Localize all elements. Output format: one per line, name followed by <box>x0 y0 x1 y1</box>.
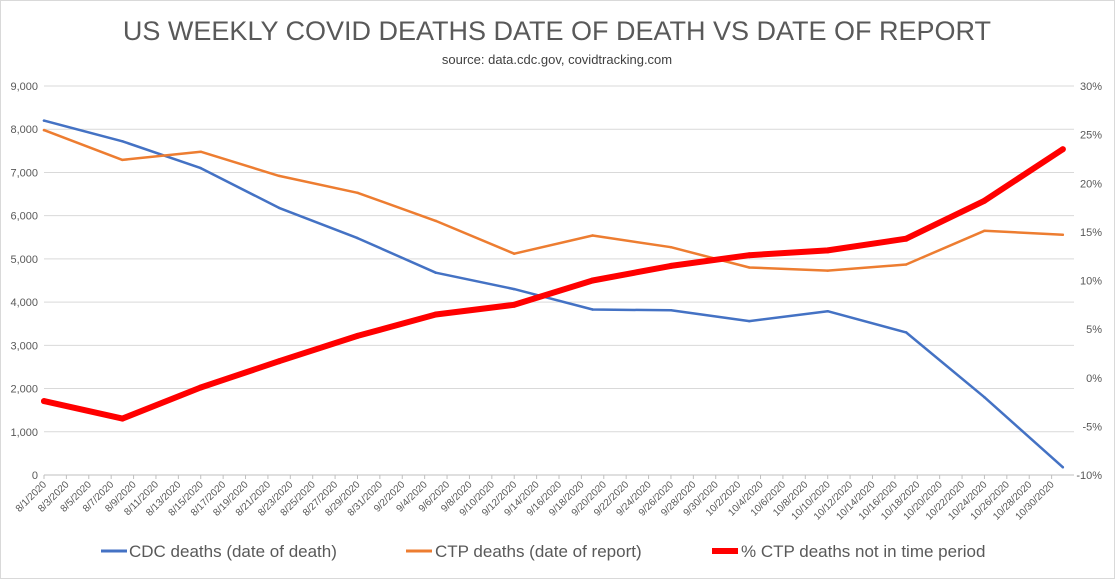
data-point <box>277 174 281 178</box>
left-axis-tick-label: 4,000 <box>10 297 38 309</box>
chart-title: US WEEKLY COVID DEATHS DATE OF DEATH VS … <box>123 16 991 46</box>
data-point <box>826 269 829 272</box>
data-point <box>42 119 46 122</box>
data-point <box>512 287 516 291</box>
data-point <box>512 252 516 255</box>
data-point <box>434 271 438 274</box>
data-point <box>199 150 202 153</box>
left-axis-tick-label: 8,000 <box>10 124 38 136</box>
data-point <box>903 235 910 242</box>
left-axis-tick-label: 6,000 <box>10 211 38 223</box>
data-point <box>42 128 46 132</box>
data-point <box>1059 146 1066 153</box>
legend-entry-pct: % CTP deaths not in time period <box>712 542 985 561</box>
legend-label-cdc: CDC deaths (date of death) <box>129 542 337 561</box>
data-point <box>669 245 673 249</box>
data-point <box>354 332 361 339</box>
right-axis-tick-label: 0% <box>1086 373 1102 385</box>
data-point <box>983 229 986 233</box>
data-point <box>748 319 751 323</box>
left-axis-tick-label: 2,000 <box>10 384 38 396</box>
right-axis-tick-label: 30% <box>1080 81 1102 93</box>
data-point <box>591 234 594 237</box>
right-axis-tick-label: 20% <box>1080 178 1102 190</box>
legend-entry-ctp: CTP deaths (date of report) <box>406 542 642 561</box>
data-point <box>356 236 359 240</box>
left-axis-tick-label: 9,000 <box>10 81 38 93</box>
data-point <box>432 311 439 318</box>
right-axis-tick-label: 25% <box>1080 130 1102 142</box>
data-point <box>276 358 283 365</box>
series-line-0 <box>42 119 1065 469</box>
data-point <box>1061 465 1065 469</box>
data-point <box>119 415 126 422</box>
left-axis-ticks: 0 1,000 2,000 3,000 4,000 5,000 6,000 7,000 8,00… <box>10 81 38 482</box>
data-point <box>199 166 202 170</box>
data-point <box>41 398 47 405</box>
right-axis-tick-label: 15% <box>1080 227 1102 239</box>
series-lines <box>41 119 1066 469</box>
data-point <box>904 331 908 334</box>
series-line-2 <box>41 146 1066 422</box>
series-line-1 <box>42 128 1065 272</box>
data-point <box>981 197 988 204</box>
data-point <box>824 247 831 254</box>
legend: CDC deaths (date of death) CTP deaths (d… <box>101 542 985 561</box>
data-point <box>826 309 829 313</box>
data-point <box>669 309 673 312</box>
legend-label-pct: % CTP deaths not in time period <box>741 542 985 561</box>
data-point <box>277 206 281 210</box>
left-axis-tick-label: 5,000 <box>10 254 38 266</box>
data-point <box>197 384 204 391</box>
legend-entry-cdc: CDC deaths (date of death) <box>101 542 337 561</box>
data-point <box>121 140 124 143</box>
right-axis-tick-label: -5% <box>1082 421 1102 433</box>
left-axis-tick-label: 1,000 <box>10 427 38 439</box>
right-axis-ticks: -10% -5% 0% 5% 10% 15% 20% 25% 30% <box>1076 81 1102 482</box>
data-point <box>748 266 751 269</box>
right-axis-tick-label: 5% <box>1086 324 1102 336</box>
chart-subtitle: source: data.cdc.gov, covidtracking.com <box>442 52 672 67</box>
data-point <box>121 158 124 162</box>
data-point <box>1061 233 1065 236</box>
left-axis-tick-label: 7,000 <box>10 167 38 179</box>
gridlines <box>44 85 1074 476</box>
data-point <box>511 301 518 308</box>
right-axis-tick-label: 10% <box>1080 276 1102 288</box>
data-point <box>434 219 438 223</box>
left-axis-tick-label: 0 <box>32 470 38 482</box>
data-point <box>591 308 594 311</box>
right-axis-tick-label: -10% <box>1076 470 1102 482</box>
data-point <box>983 395 986 399</box>
legend-label-ctp: CTP deaths (date of report) <box>435 542 642 561</box>
data-point <box>356 191 359 195</box>
data-point <box>668 262 674 269</box>
data-point <box>589 277 596 284</box>
data-point <box>746 252 753 259</box>
data-point <box>904 263 908 266</box>
left-axis-tick-label: 3,000 <box>10 340 38 352</box>
